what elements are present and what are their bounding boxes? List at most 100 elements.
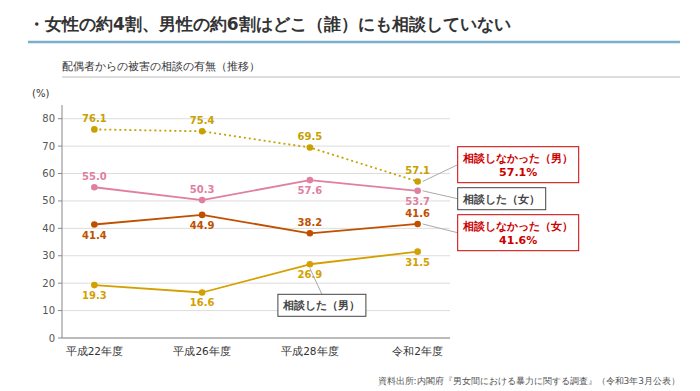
series-marker bbox=[199, 212, 206, 219]
annotation-leader bbox=[310, 268, 322, 294]
series-line bbox=[94, 215, 417, 233]
series-line bbox=[94, 129, 417, 181]
y-tick bbox=[58, 283, 62, 284]
annotation-leader bbox=[423, 191, 458, 199]
annotation-leaders bbox=[310, 165, 458, 295]
series-marker bbox=[199, 128, 206, 135]
annotation-text: 相談しなかった（男）57.1% bbox=[462, 152, 573, 179]
grid-line bbox=[62, 173, 450, 174]
series-marker bbox=[91, 282, 98, 289]
y-tick bbox=[58, 173, 62, 174]
series-marker bbox=[414, 221, 421, 228]
series-marker bbox=[307, 144, 314, 151]
annotation: 相談した（男） bbox=[278, 294, 366, 316]
data-label: 16.6 bbox=[190, 297, 215, 308]
x-tick-label: 令和2年度 bbox=[392, 345, 443, 357]
y-tick-label: 10 bbox=[42, 305, 55, 316]
annotation-text: 相談しなかった（女）41.6% bbox=[462, 220, 573, 247]
grid-line bbox=[62, 146, 450, 147]
annotation-text: 相談した（女） bbox=[462, 193, 540, 206]
subtitle: 配偶者からの被害の相談の有無（推移） bbox=[62, 60, 260, 73]
annotation-box bbox=[278, 294, 366, 316]
series-marker bbox=[199, 289, 206, 296]
series-marker bbox=[414, 187, 421, 194]
grid-line bbox=[62, 310, 450, 311]
y-tick bbox=[58, 310, 62, 311]
data-label: 50.3 bbox=[190, 184, 215, 195]
y-tick bbox=[58, 338, 62, 339]
annotation-line: 相談しなかった（男） bbox=[462, 152, 573, 165]
annotation-line: 相談した（女） bbox=[462, 193, 540, 206]
series-marker bbox=[414, 178, 421, 185]
data-label: 19.3 bbox=[82, 290, 107, 301]
data-label: 53.7 bbox=[405, 196, 430, 207]
series-marker bbox=[307, 261, 314, 268]
data-label: 75.4 bbox=[190, 115, 215, 126]
grid-line bbox=[62, 228, 450, 229]
annotation: 相談しなかった（男）57.1% bbox=[458, 147, 579, 183]
series-marker bbox=[91, 221, 98, 228]
annotation-line: 57.1% bbox=[499, 166, 537, 179]
y-axis-label: (%) bbox=[32, 88, 49, 99]
grid-line bbox=[62, 338, 450, 339]
subtitle-rule bbox=[62, 77, 680, 78]
series-marker bbox=[91, 184, 98, 191]
annotation-line: 相談した（男） bbox=[282, 299, 360, 312]
annotation-line: 41.6% bbox=[499, 234, 537, 247]
y-tick bbox=[58, 118, 62, 119]
annotation-line: 相談しなかった（女） bbox=[462, 220, 573, 233]
annotation: 相談しなかった（女）41.6% bbox=[458, 215, 579, 251]
annotation: 相談した（女） bbox=[458, 188, 546, 210]
annotation-text: 相談した（男） bbox=[282, 299, 360, 312]
data-label: 69.5 bbox=[298, 131, 323, 142]
y-tick-label: 30 bbox=[42, 250, 55, 261]
series-marker bbox=[307, 230, 314, 237]
title: ・女性の約4割、男性の約6割はどこ（誰）にも相談していない bbox=[28, 14, 511, 34]
series-line bbox=[94, 180, 417, 200]
series-marker bbox=[414, 248, 421, 255]
annotation-box bbox=[458, 188, 546, 210]
data-label: 41.4 bbox=[82, 230, 107, 241]
y-tick bbox=[58, 200, 62, 201]
grid bbox=[62, 119, 450, 338]
x-axis bbox=[62, 338, 450, 339]
source: 資料出所:内閣府『男女間における暴力に関する調査』（令和3年3月公表） bbox=[378, 376, 680, 386]
annotation-leader bbox=[423, 165, 458, 182]
series-line bbox=[94, 252, 417, 293]
chart: ・女性の約4割、男性の約6割はどこ（誰）にも相談していない配偶者からの被害の相談… bbox=[0, 0, 700, 391]
annotation-box bbox=[458, 147, 579, 183]
data-label: 38.2 bbox=[298, 217, 323, 228]
grid-line bbox=[62, 283, 450, 284]
y-tick-label: 70 bbox=[42, 141, 55, 152]
annotation-box bbox=[458, 215, 579, 251]
data-label: 26.9 bbox=[298, 269, 323, 280]
data-label: 76.1 bbox=[82, 113, 107, 124]
plot-data bbox=[91, 126, 421, 296]
y-tick bbox=[58, 228, 62, 229]
y-tick-label: 50 bbox=[42, 195, 55, 206]
y-tick bbox=[58, 255, 62, 256]
y-axis bbox=[62, 105, 63, 338]
series-marker bbox=[199, 197, 206, 204]
x-tick-label: 平成22年度 bbox=[66, 345, 123, 357]
y-tick-label: 60 bbox=[42, 168, 55, 179]
data-label: 31.5 bbox=[405, 257, 430, 268]
y-tick bbox=[58, 146, 62, 147]
x-tick-label: 平成28年度 bbox=[281, 345, 338, 357]
y-tick-label: 80 bbox=[42, 113, 55, 124]
grid-line bbox=[62, 200, 450, 201]
data-label: 41.6 bbox=[405, 208, 430, 219]
annotation-leader bbox=[423, 224, 458, 233]
title-rule bbox=[28, 41, 680, 44]
data-label: 57.1 bbox=[405, 165, 430, 176]
y-tick-label: 20 bbox=[42, 278, 55, 289]
series-marker bbox=[307, 177, 314, 184]
series-marker bbox=[91, 126, 98, 133]
data-label: 44.9 bbox=[190, 220, 215, 231]
data-label: 57.6 bbox=[298, 185, 323, 196]
y-tick-label: 0 bbox=[49, 333, 55, 344]
y-tick-label: 40 bbox=[42, 223, 55, 234]
x-tick-label: 平成26年度 bbox=[173, 345, 230, 357]
grid-line bbox=[62, 118, 450, 119]
data-label: 55.0 bbox=[82, 171, 107, 182]
